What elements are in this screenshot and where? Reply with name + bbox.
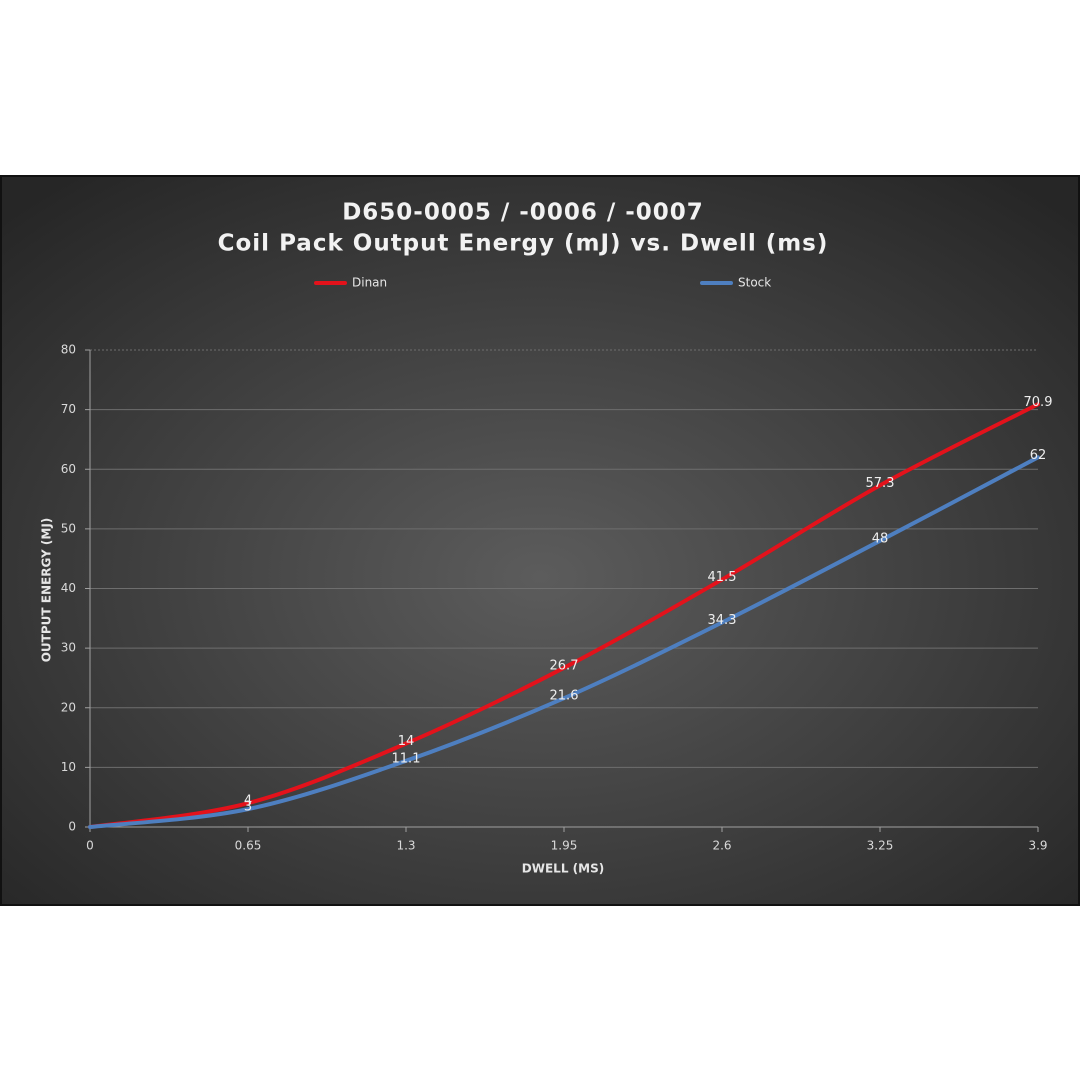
- x-tick-label: 1.95: [551, 839, 578, 853]
- data-label: 70.9: [1024, 395, 1053, 410]
- data-label: 34.3: [708, 613, 737, 628]
- data-label: 14: [398, 734, 415, 749]
- chart-subtitle: Coil Pack Output Energy (mJ) vs. Dwell (…: [218, 231, 829, 257]
- legend-label: Dinan: [352, 276, 387, 290]
- x-axis-title: DWELL (MS): [522, 862, 604, 876]
- x-tick-label: 2.6: [712, 839, 731, 853]
- y-tick-label: 20: [61, 700, 76, 714]
- chart-title: D650-0005 / -0006 / -0007: [342, 200, 704, 226]
- y-tick-label: 50: [61, 521, 76, 535]
- data-label: 41.5: [708, 570, 737, 585]
- data-label: 26.7: [550, 658, 579, 673]
- data-label: 11.1: [392, 751, 421, 766]
- x-tick-label: 3.9: [1028, 839, 1047, 853]
- series-line: [88, 402, 1040, 829]
- y-tick-label: 60: [61, 462, 76, 476]
- data-label: 3: [244, 800, 252, 815]
- series-line: [88, 455, 1040, 829]
- x-tick-label: 1.3: [396, 839, 415, 853]
- y-tick-label: 70: [61, 402, 76, 416]
- data-label: 48: [872, 531, 889, 546]
- x-tick-label: 3.25: [867, 839, 894, 853]
- x-tick-label: 0.65: [235, 839, 262, 853]
- chart-background: [0, 175, 1080, 906]
- y-tick-label: 30: [61, 641, 76, 655]
- data-label: 62: [1030, 448, 1047, 463]
- data-label: 57.3: [866, 476, 895, 491]
- y-tick-label: 80: [61, 343, 76, 357]
- y-tick-label: 10: [61, 760, 76, 774]
- data-label: 21.6: [550, 689, 579, 704]
- y-tick-label: 40: [61, 581, 76, 595]
- data-label: 4: [244, 794, 252, 809]
- legend-label: Stock: [738, 276, 771, 290]
- y-axis-title: OUTPUT ENERGY (MJ): [40, 518, 54, 663]
- x-tick-label: 0: [86, 839, 94, 853]
- y-tick-label: 0: [68, 820, 76, 834]
